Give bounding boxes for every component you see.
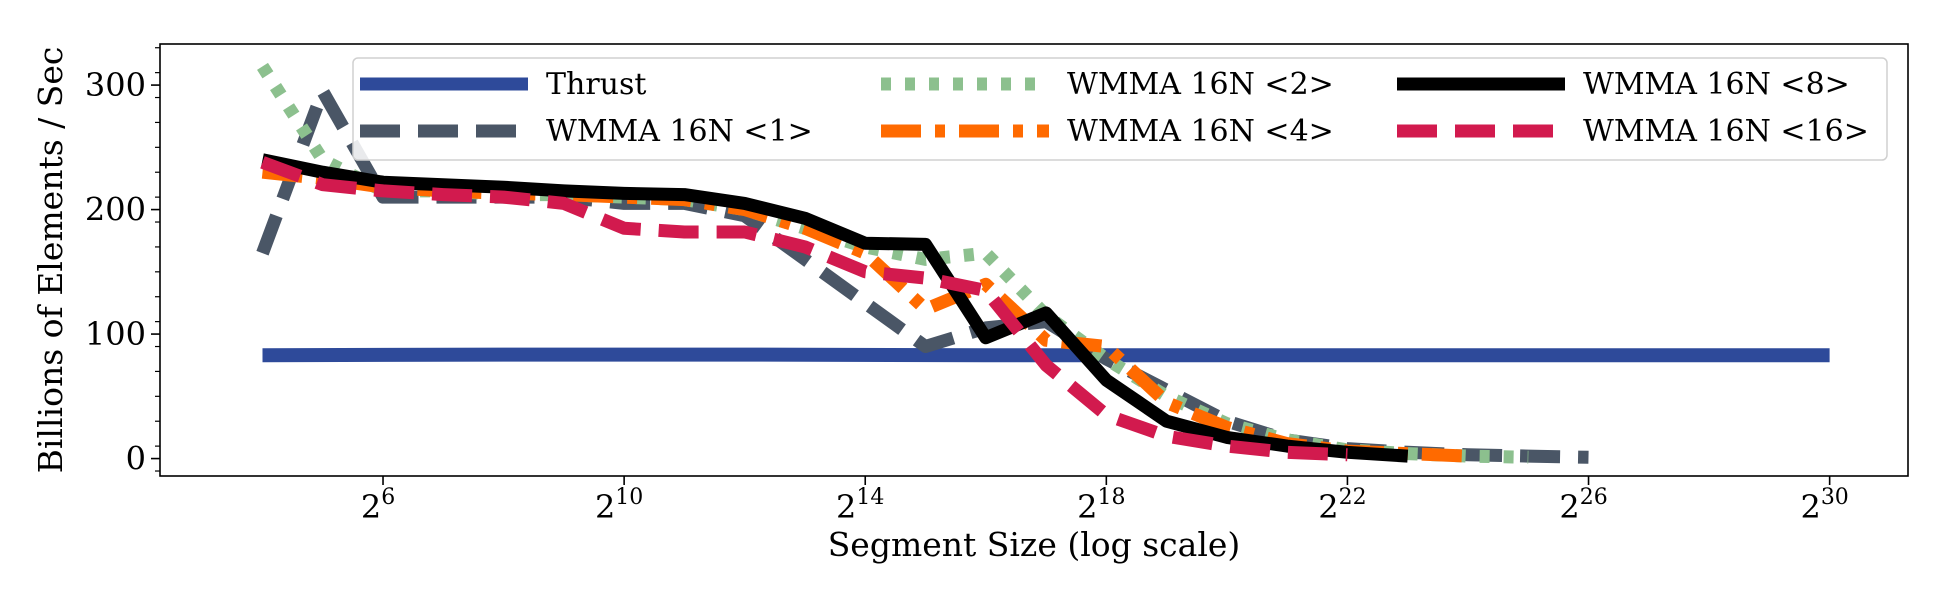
x-axis-label: Segment Size (log scale) bbox=[828, 525, 1241, 564]
x-tick-label-0: 26 bbox=[361, 485, 395, 526]
legend-label-0-0: Thrust bbox=[546, 67, 646, 102]
x-tick-label-6: 230 bbox=[1800, 485, 1848, 526]
y-axis-label: Billions of Elements / Sec bbox=[31, 47, 70, 474]
y-tick-label-1: 100 bbox=[85, 315, 146, 353]
y-tick-label-0: 0 bbox=[126, 440, 146, 478]
series-line-0 bbox=[262, 347, 1830, 363]
legend-label-0-1: WMMA 16N <1> bbox=[546, 114, 813, 149]
x-tick-label-3: 218 bbox=[1077, 485, 1125, 526]
series-line-3 bbox=[261, 165, 1469, 463]
plot-frame bbox=[159, 43, 1909, 477]
series-line-5 bbox=[260, 156, 1348, 462]
legend-label-2-0: WMMA 16N <8> bbox=[1583, 67, 1850, 102]
legend-label-1-1: WMMA 16N <4> bbox=[1067, 114, 1334, 149]
series-line-4 bbox=[261, 153, 1409, 463]
y-tick-label-3: 300 bbox=[85, 66, 146, 104]
series-layer bbox=[256, 62, 1830, 464]
x-tick-label-2: 214 bbox=[836, 485, 884, 526]
x-tick-label-1: 210 bbox=[595, 485, 643, 526]
legend-label-2-1: WMMA 16N <16> bbox=[1583, 114, 1869, 149]
axis-layer: 0 100 200 300 26 210 214 218 222 226 230 bbox=[85, 47, 1849, 526]
y-tick-label-2: 200 bbox=[85, 191, 146, 229]
x-tick-label-5: 226 bbox=[1559, 485, 1607, 526]
legend-label-1-0: WMMA 16N <2> bbox=[1067, 67, 1334, 102]
x-tick-label-4: 222 bbox=[1318, 485, 1366, 526]
legend: Thrust WMMA 16N <1> WMMA 16N <2> WMMA 16N <… bbox=[352, 57, 1888, 161]
